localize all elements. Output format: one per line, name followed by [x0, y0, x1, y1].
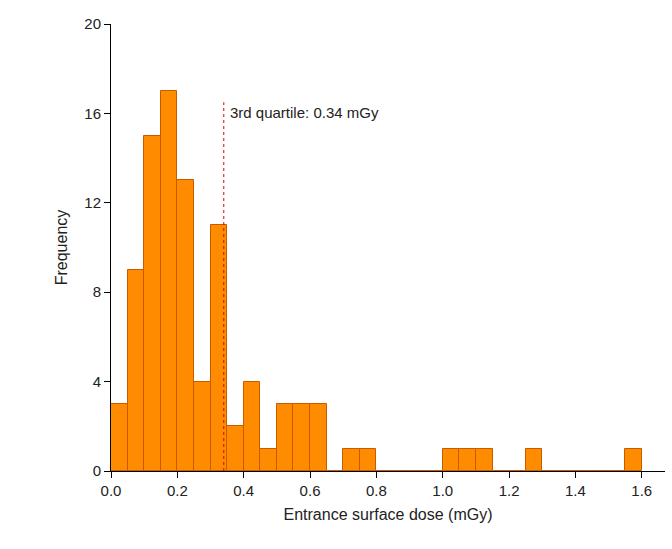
- svg-text:0: 0: [93, 462, 101, 479]
- svg-text:20: 20: [84, 15, 101, 32]
- svg-text:3rd quartile: 0.34 mGy: 3rd quartile: 0.34 mGy: [230, 104, 379, 121]
- svg-text:0.8: 0.8: [366, 482, 387, 499]
- svg-text:0.4: 0.4: [233, 482, 254, 499]
- svg-text:Entrance surface dose (mGy): Entrance surface dose (mGy): [284, 506, 493, 523]
- svg-text:0.2: 0.2: [167, 482, 188, 499]
- svg-text:12: 12: [84, 194, 101, 211]
- svg-text:1.0: 1.0: [432, 482, 453, 499]
- svg-text:0.6: 0.6: [300, 482, 321, 499]
- svg-text:1.2: 1.2: [499, 482, 520, 499]
- svg-text:4: 4: [93, 373, 101, 390]
- svg-text:16: 16: [84, 105, 101, 122]
- svg-text:1.4: 1.4: [565, 482, 586, 499]
- svg-text:1.6: 1.6: [631, 482, 652, 499]
- svg-text:8: 8: [93, 283, 101, 300]
- svg-text:Frequency: Frequency: [53, 210, 70, 286]
- svg-text:0.0: 0.0: [101, 482, 122, 499]
